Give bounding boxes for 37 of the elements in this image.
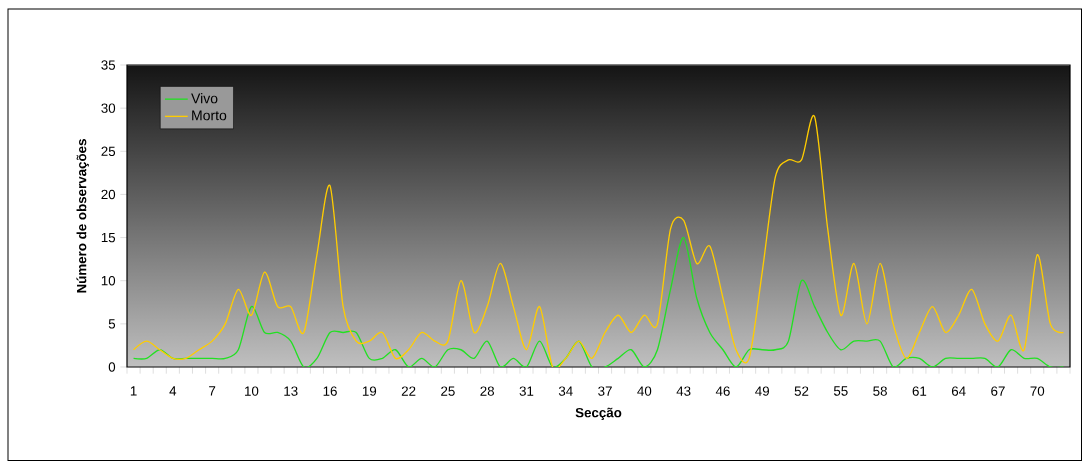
y-tick-label: 30: [101, 103, 116, 113]
x-tick-label: 55: [833, 386, 848, 396]
x-tick-label: 4: [169, 386, 177, 396]
x-tick-label: 43: [676, 386, 691, 396]
y-tick-label: 15: [101, 232, 116, 243]
legend-label: Morto: [192, 110, 227, 121]
x-tick-label: 40: [637, 386, 652, 396]
x-tick-label: 28: [480, 386, 495, 396]
y-tick-label: 10: [101, 276, 116, 286]
x-tick-label: 61: [912, 386, 927, 396]
legend-label: Vivo: [191, 93, 218, 104]
y-tick-label: 35: [101, 60, 116, 70]
x-tick-label: 25: [441, 386, 455, 396]
line-series: [132, 236, 1065, 367]
x-tick-label: 13: [284, 386, 298, 396]
x-tick-label: 46: [715, 386, 730, 396]
x-tick-label: 22: [401, 386, 416, 396]
x-tick-label: 52: [794, 386, 809, 396]
x-tick-label: 34: [558, 386, 573, 396]
x-tick-label: 19: [362, 386, 377, 396]
y-tick-label: 0: [108, 362, 116, 372]
y-axis-title: Número de observações: [76, 139, 89, 293]
x-tick-label: 16: [323, 386, 337, 396]
x-tick-label: 10: [245, 386, 259, 396]
x-tick-label: 67: [991, 386, 1005, 396]
x-tick-label: 37: [598, 386, 612, 396]
x-tick-label: 1: [130, 386, 137, 396]
y-tick-label: 20: [101, 189, 116, 200]
x-tick-label: 64: [951, 386, 966, 396]
x-tick-label: 49: [755, 386, 770, 396]
x-axis-title: Secção: [575, 407, 622, 421]
x-tick-label: 58: [873, 386, 887, 396]
y-tick-label: 5: [108, 319, 116, 329]
x-tick-label: 70: [1030, 386, 1045, 396]
x-tick-label: 31: [519, 386, 534, 396]
x-tick-label: 7: [209, 386, 216, 396]
y-tick-label: 25: [101, 146, 116, 156]
